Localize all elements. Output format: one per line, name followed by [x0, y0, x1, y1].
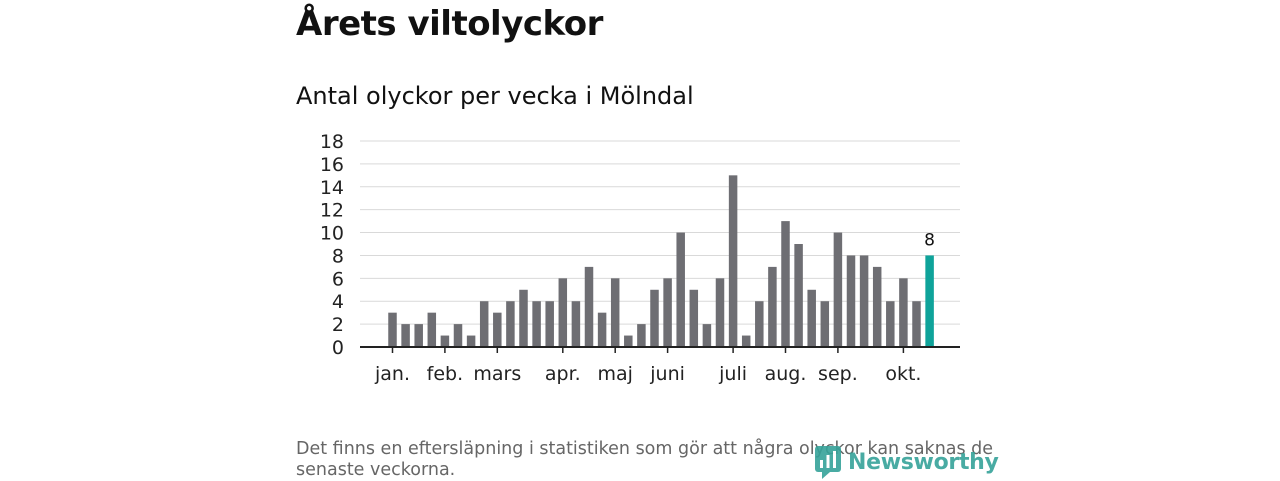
bar — [532, 301, 541, 347]
bar — [414, 324, 423, 347]
x-tick-label: apr. — [545, 363, 581, 385]
bar — [663, 278, 672, 347]
bar — [401, 324, 410, 347]
bar — [872, 266, 882, 347]
bar — [794, 244, 803, 347]
bar — [807, 289, 816, 347]
bar — [506, 301, 515, 347]
y-tick-label: 18 — [320, 131, 344, 153]
x-tick-label: feb. — [427, 363, 463, 385]
brand-name: Newsworthy — [848, 449, 999, 475]
bar — [453, 324, 463, 347]
bar — [846, 255, 856, 347]
bar — [479, 301, 489, 347]
bar — [715, 278, 725, 347]
chart-title: Årets viltolyckor — [296, 4, 603, 44]
bar — [440, 335, 450, 347]
bar — [545, 301, 554, 347]
x-tick-label: aug. — [765, 363, 807, 385]
bar — [388, 312, 397, 347]
bar — [637, 324, 646, 347]
x-tick-label: okt. — [885, 363, 921, 385]
bar — [768, 266, 777, 347]
bar — [741, 335, 751, 347]
bar — [728, 175, 738, 347]
x-tick-label: juni — [649, 363, 685, 385]
bar — [571, 301, 581, 347]
y-tick-label: 4 — [332, 291, 344, 313]
bar — [899, 278, 908, 347]
y-tick-label: 8 — [332, 245, 344, 267]
bar — [466, 335, 476, 347]
x-tick-label: juli — [718, 363, 747, 385]
x-tick-label: maj — [597, 363, 632, 385]
bar — [584, 266, 594, 347]
bar — [650, 289, 659, 347]
bar — [886, 301, 895, 347]
bar — [833, 232, 843, 347]
bar — [610, 278, 620, 347]
bar — [558, 278, 568, 347]
bar — [689, 289, 699, 347]
y-tick-label: 14 — [320, 177, 344, 199]
newsworthy-logo-icon — [815, 446, 841, 479]
bar — [493, 312, 502, 347]
bar — [781, 221, 790, 347]
y-tick-label: 6 — [332, 268, 344, 290]
bar — [676, 232, 685, 347]
bar — [427, 312, 437, 347]
brand-logo: Newsworthy — [814, 444, 999, 480]
data-label: 8 — [924, 230, 935, 250]
highlight-bar — [925, 255, 934, 347]
x-tick-label: jan. — [374, 363, 410, 385]
y-tick-label: 0 — [332, 337, 344, 359]
y-tick-label: 12 — [320, 200, 344, 222]
chart-subtitle: Antal olyckor per vecka i Mölndal — [296, 82, 694, 110]
y-tick-label: 16 — [320, 154, 344, 176]
bar — [702, 324, 712, 347]
x-tick-label: mars — [473, 363, 521, 385]
bar — [912, 301, 921, 347]
y-tick-label: 10 — [320, 223, 344, 245]
x-tick-label: sep. — [818, 363, 858, 385]
bar — [624, 335, 633, 347]
bar — [597, 312, 607, 347]
bar — [859, 255, 869, 347]
y-tick-label: 2 — [332, 314, 344, 336]
bar — [519, 289, 528, 347]
bar — [755, 301, 764, 347]
bar — [820, 301, 830, 347]
